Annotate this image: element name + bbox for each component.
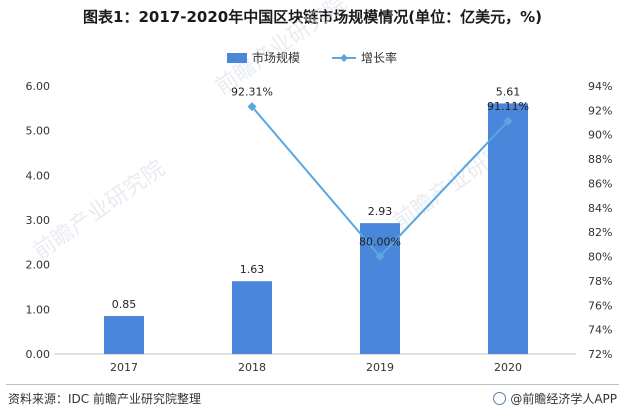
y-right-tick-label: 82% bbox=[588, 226, 612, 239]
bar-value-label: 1.63 bbox=[240, 263, 265, 276]
y-left-tick-label: 5.00 bbox=[26, 125, 51, 138]
y-left-tick-label: 1.00 bbox=[26, 303, 51, 316]
y-left-tick-label: 0.00 bbox=[26, 348, 51, 361]
y-right-tick-label: 74% bbox=[588, 324, 612, 337]
line-value-label: 92.31% bbox=[231, 86, 273, 99]
footer-source: 资料来源：IDC 前瞻产业研究院整理 bbox=[8, 392, 201, 406]
bar-value-label: 0.85 bbox=[112, 298, 137, 311]
legend-marker-line bbox=[340, 54, 348, 62]
y-right-tick-label: 88% bbox=[588, 153, 612, 166]
y-left-tick-label: 4.00 bbox=[26, 169, 51, 182]
footer-brand-text: @前瞻经济学人APP bbox=[510, 392, 617, 406]
bar bbox=[488, 103, 528, 354]
chart-title: 图表1：2017-2020年中国区块链市场规模情况(单位：亿美元，%) bbox=[83, 8, 542, 26]
line-value-label: 80.00% bbox=[359, 236, 401, 249]
line-value-label: 91.11% bbox=[487, 100, 529, 113]
y-right-tick-label: 80% bbox=[588, 251, 612, 264]
y-right-tick-label: 86% bbox=[588, 177, 612, 190]
bar bbox=[360, 223, 400, 354]
y-right-tick-label: 72% bbox=[588, 348, 612, 361]
y-right-tick-label: 78% bbox=[588, 275, 612, 288]
footer-brand: @前瞻经济学人APP bbox=[493, 390, 617, 407]
brand-logo-icon bbox=[493, 392, 507, 405]
y-right-tick-label: 84% bbox=[588, 202, 612, 215]
x-tick-label: 2017 bbox=[110, 361, 138, 374]
bar-value-label: 5.61 bbox=[496, 85, 521, 98]
y-right-tick-label: 94% bbox=[588, 80, 612, 93]
x-tick-label: 2019 bbox=[366, 361, 394, 374]
y-left-tick-label: 3.00 bbox=[26, 214, 51, 227]
footer-divider bbox=[6, 384, 619, 385]
y-left-tick-label: 2.00 bbox=[26, 259, 51, 272]
y-right-tick-label: 92% bbox=[588, 104, 612, 117]
watermark-text: 前瞻产业研究院 bbox=[29, 156, 170, 265]
legend-label-bar: 市场规模 bbox=[252, 50, 300, 65]
line-point bbox=[247, 102, 257, 112]
x-tick-label: 2018 bbox=[238, 361, 266, 374]
line-point bbox=[503, 116, 513, 126]
bar bbox=[104, 316, 144, 354]
y-right-tick-label: 90% bbox=[588, 129, 612, 142]
legend-label-line: 增长率 bbox=[361, 50, 397, 65]
y-left-tick-label: 6.00 bbox=[26, 80, 51, 93]
line-point bbox=[375, 252, 385, 262]
bar bbox=[232, 281, 272, 354]
y-right-tick-label: 76% bbox=[588, 299, 612, 312]
legend-swatch-bar bbox=[227, 53, 247, 63]
bar-value-label: 2.93 bbox=[368, 205, 393, 218]
x-tick-label: 2020 bbox=[494, 361, 522, 374]
